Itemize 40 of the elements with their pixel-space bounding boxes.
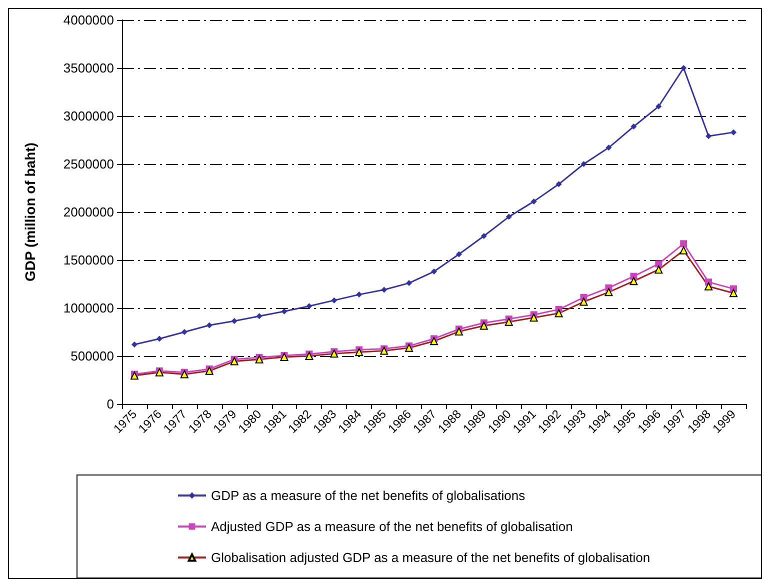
point [281,308,288,314]
point [730,129,737,136]
y-axis-title: GDP (million of baht) [22,142,38,282]
point [606,144,612,151]
point [680,65,687,71]
point [655,260,662,268]
point [181,329,188,335]
point [706,133,712,140]
point [530,198,537,204]
point [480,233,487,239]
point [406,280,412,286]
point [656,103,662,110]
legend-label: Adjusted GDP as a measure of the net benefits of globalisation [211,519,573,534]
legend-label: GDP as a measure of the net benefits of globalisations [211,488,526,503]
point [256,313,262,320]
point [381,286,388,293]
y-tick-label: 4000000 [63,12,114,28]
y-tick-label: 1500000 [63,252,114,268]
y-tick-label: 2000000 [63,204,114,220]
point [506,214,512,220]
legend-label: Globalisation adjusted GDP as a measure of the net benefits of globalisation [211,550,650,565]
point [431,268,437,275]
point [306,303,312,310]
point [556,181,562,188]
y-tick-label: 0 [106,396,114,412]
point [580,161,587,167]
y-tick-label: 1000000 [63,300,114,316]
point [131,341,138,348]
y-tick-label: 3500000 [63,60,114,76]
y-tick-label: 2500000 [63,156,114,172]
point [206,322,212,328]
point [231,318,238,324]
point [630,124,637,130]
point [680,240,688,248]
point [356,292,362,298]
y-tick-label: 500000 [70,348,114,364]
y-tick-label: 3000000 [63,108,114,124]
point [156,336,162,342]
point [331,297,338,304]
point [456,251,462,258]
